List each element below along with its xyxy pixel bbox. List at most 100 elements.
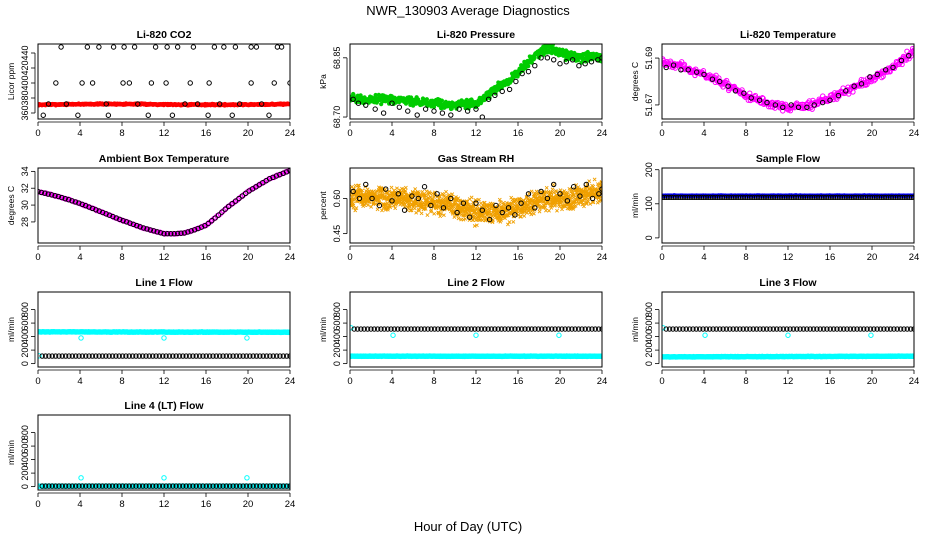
gas-stream-rh-series-0-point [511,219,516,224]
gas-stream-rh-series-0-point [501,202,506,207]
gas-stream-rh-series-1-point [460,200,467,206]
li-820-co2-series-1-point [232,44,239,50]
li-820-temperature-y-tick-label: 51.69 [644,47,654,70]
gas-stream-rh-series-1-point [421,184,428,190]
line-2-flow-series-2-point [421,326,428,332]
gas-stream-rh-data [350,177,602,228]
gas-stream-rh-series-0-point [403,188,408,193]
line-2-flow-y-tick-label: 0 [332,361,342,366]
gas-stream-rh-series-0-point [522,214,527,218]
li-820-co2-series-1-point [278,44,285,50]
li-820-temperature-series-1-point [725,83,731,89]
line-1-flow-series-2-point [153,353,159,359]
line-2-flow-series-2-point [552,326,558,332]
gas-stream-rh-series-0-point [439,211,443,216]
li-820-temperature-series-1-point [670,62,677,68]
ambient-box-temperature-series-1-point [154,229,160,235]
line-1-flow-series-2-point [183,353,189,359]
line-2-flow-series-2-point [528,326,535,332]
li-820-co2-series-1-point [135,101,141,107]
ambient-box-temperature-series-1-point [239,193,246,199]
gas-stream-rh-series-0-point [371,189,376,194]
ambient-box-temperature-series-1-point [232,198,239,204]
li-820-pressure-x-tick-label: 12 [471,128,482,139]
li-820-pressure-series-0-point [569,50,574,55]
line-2-flow-series-2-point [398,326,404,332]
ambient-box-temperature-series-1-point [127,220,133,226]
li-820-temperature-series-1-point [788,102,794,108]
line-2-flow-series-2-point [555,326,562,332]
line-2-flow-series-2-point [374,326,381,332]
li-820-pressure-series-1-point [473,106,479,112]
ambient-box-temperature-series-1-point [130,221,137,228]
li-820-co2-x-tick-label: 20 [243,128,254,139]
gas-stream-rh-y-label: percent [318,191,328,220]
line-1-flow-series-1-point [38,353,42,359]
gas-stream-rh-series-0-point [588,202,593,206]
line-2-flow-series-2-point [492,326,498,332]
line-2-flow-series-2-point [381,326,388,332]
line-2-flow-series-2-point [545,326,552,332]
gas-stream-rh-x-tick-label: 12 [471,252,482,263]
line-1-flow-series-2-point [277,353,283,359]
ambient-box-temperature-series-1-point [52,192,58,199]
line-2-flow-series-2-point [361,326,367,332]
line-1-flow-x-tick-label: 0 [35,376,40,387]
gas-stream-rh-series-1-point [428,202,434,209]
gas-stream-rh-series-0-point [432,211,437,216]
line-2-flow-series-2-point [351,326,357,332]
li-820-pressure-series-0-point [373,92,378,98]
ambient-box-temperature-series-1-point [140,225,147,231]
li-820-pressure-series-1-point [525,68,532,75]
line-2-flow-series-2-point [518,326,525,332]
line-2-flow-series-2-point [539,326,545,332]
line-2-flow-title: Line 2 Flow [447,277,505,289]
gas-stream-rh-series-0-point [454,195,458,199]
li-820-co2-x-tick-label: 8 [119,128,124,139]
line-1-flow-y-tick-label: 600 [20,316,30,331]
line-2-flow-series-2-point [592,326,599,332]
line-1-flow-series-2-point [267,353,273,359]
li-820-temperature-series-1-point [693,69,700,75]
gas-stream-rh-series-0-point [474,223,479,228]
line-1-flow-series-2-point [69,353,76,359]
sample-flow-title: Sample Flow [756,153,821,165]
line-2-flow-series-2-point [505,326,511,332]
ambient-box-temperature-series-1-point [222,206,228,212]
line-1-flow-series-2-point [59,353,65,359]
li-820-temperature-series-1-point [748,95,754,101]
li-820-pressure-series-1-point [414,112,420,118]
ambient-box-temperature-data [38,168,290,237]
gas-stream-rh-series-0-point [444,189,448,194]
line-1-flow-series-2-point [136,353,143,359]
gas-stream-rh-series-0-point [428,195,433,199]
li-820-co2-series-1-point [145,112,151,118]
li-820-temperature-series-1-point [906,53,912,59]
gas-stream-rh-series-1-point [551,181,557,188]
gas-stream-rh-series-0-point [500,215,505,219]
gas-stream-rh-series-0-point [516,210,521,215]
line-2-flow-series-2-point [498,326,505,332]
line-2-flow-series-2-point [435,326,441,332]
li-820-temperature-series-0-point [777,105,783,111]
gas-stream-rh-series-0-point [588,192,593,197]
li-820-pressure-series-1-point [551,57,557,63]
li-820-co2-series-1-point [63,101,70,107]
line-2-flow-x-tick-label: 8 [431,376,436,387]
line-1-flow-series-1-point [244,335,250,341]
line-1-flow-series-2-point [190,353,196,359]
li-820-temperature-series-1-point [795,104,802,110]
ambient-box-temperature-x-tick-label: 24 [285,252,296,263]
gas-stream-rh-series-0-point [362,203,367,208]
li-820-pressure-series-1-point [588,59,595,65]
line-1-flow-series-2-point [119,353,126,359]
gas-stream-rh-series-0-point [441,213,446,218]
line-1-flow-series-2-point [89,353,96,359]
li-820-temperature-series-0-point [831,90,838,96]
ambient-box-temperature-x-tick-label: 0 [35,252,40,263]
line-1-flow-series-2-point [196,353,203,359]
line-1-flow-series-2-point [216,353,223,359]
line-2-flow-series-2-point [425,326,431,332]
